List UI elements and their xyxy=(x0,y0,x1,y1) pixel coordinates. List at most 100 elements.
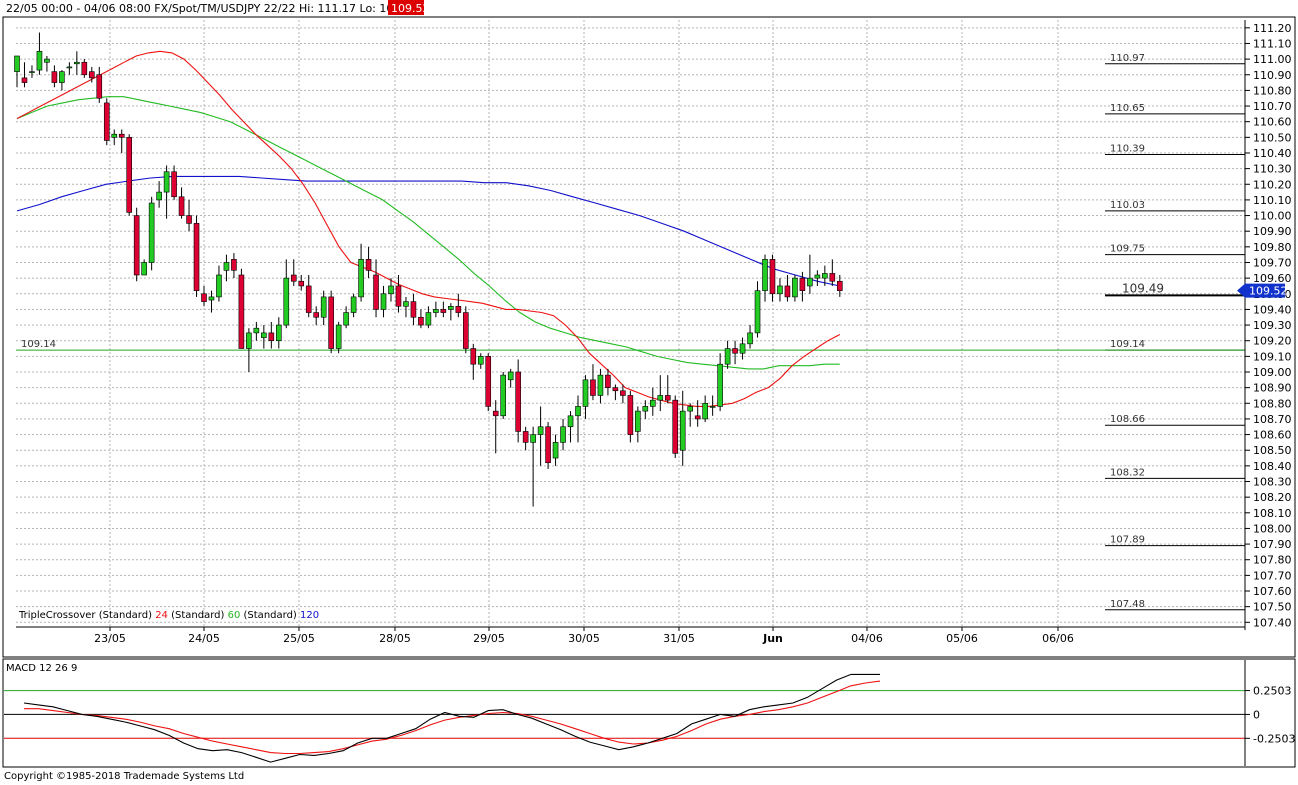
price-tick-label: 107.50 xyxy=(1253,601,1292,614)
candle-bull xyxy=(253,327,260,334)
candle-bear xyxy=(829,273,836,282)
ma-120-line xyxy=(16,175,840,287)
candle-bear xyxy=(103,102,110,141)
candle-bear xyxy=(522,431,529,443)
level-label: 109.14 xyxy=(1110,339,1145,350)
candle-bull xyxy=(425,312,432,326)
price-tick-label: 108.90 xyxy=(1253,382,1292,395)
price-tick-label: 110.10 xyxy=(1253,194,1292,207)
main-panel-frame xyxy=(2,16,1296,658)
price-tick-label: 108.70 xyxy=(1253,413,1292,426)
candle-bear xyxy=(418,316,424,326)
candle-bear xyxy=(664,395,671,401)
candle-bull xyxy=(709,406,716,408)
time-tick-label: 05/06 xyxy=(946,632,978,645)
candle-bull xyxy=(208,296,215,301)
candle-bear xyxy=(627,395,634,435)
candle-bull xyxy=(388,285,394,295)
candle-bull xyxy=(350,296,357,313)
time-tick-label: 25/05 xyxy=(283,632,315,645)
last-price-badge xyxy=(1237,283,1285,298)
macd-tick-label: -0.2503 xyxy=(1253,732,1295,745)
candle-bull xyxy=(283,277,290,326)
candle-bull xyxy=(679,410,686,451)
candle-bull xyxy=(537,426,544,435)
grid-layer xyxy=(16,20,1245,627)
candle-bear xyxy=(395,285,402,307)
time-axis: 23/05 24/05 25/05 28/05 29/05 30/05 31/05 Jun 04… xyxy=(16,626,1245,645)
candle-bear xyxy=(769,259,776,295)
candle-bear xyxy=(620,390,626,396)
level-label: 108.66 xyxy=(1110,414,1145,425)
price-tick-label: 109.80 xyxy=(1253,241,1292,254)
last-price-label: 109.52 xyxy=(1249,285,1288,298)
price-tick-label: 110.80 xyxy=(1253,84,1292,97)
candle-bear xyxy=(133,215,140,276)
time-tick-label: 31/05 xyxy=(663,632,695,645)
price-tick-label: 108.00 xyxy=(1253,522,1292,535)
time-tick-label: 04/06 xyxy=(851,632,883,645)
price-tick-label: 109.10 xyxy=(1253,350,1292,363)
candle-bear xyxy=(545,426,551,464)
candle-bull xyxy=(148,202,155,263)
candle-bull xyxy=(575,406,581,417)
candle-bear xyxy=(96,74,103,99)
price-axis: 107.40 107.50 107.60 107.70 107.80 107.90 108.… xyxy=(1237,20,1292,630)
macd-signal-line xyxy=(24,680,881,755)
time-tick-label: 06/06 xyxy=(1042,632,1074,645)
price-tick-label: 107.90 xyxy=(1253,538,1292,551)
price-tick-label: 107.40 xyxy=(1253,616,1292,629)
candle-bull xyxy=(477,356,484,365)
macd-tick-label: 0.2503 xyxy=(1253,685,1292,698)
ma-60-line xyxy=(16,96,840,370)
candle-bear xyxy=(799,277,806,291)
candle-bull xyxy=(702,402,708,420)
candle-bear xyxy=(694,415,701,420)
candle-bull xyxy=(433,309,439,313)
macd-panel-frame xyxy=(2,658,1296,768)
candle-bull xyxy=(507,371,514,381)
candle-bear xyxy=(784,285,791,298)
candle-bull xyxy=(29,71,35,73)
candle-bull xyxy=(261,332,267,338)
candle-bear xyxy=(410,301,417,318)
price-tick-label: 108.20 xyxy=(1253,491,1292,504)
price-tick-label: 109.90 xyxy=(1253,225,1292,238)
candle-bull xyxy=(246,332,252,349)
price-tick-label: 110.50 xyxy=(1253,131,1292,144)
candle-bull xyxy=(66,66,73,69)
candle-bull xyxy=(717,363,723,407)
legend-period-120: 120 xyxy=(300,610,319,621)
legend-period-24: 24 xyxy=(155,610,168,621)
candle-bull xyxy=(724,348,731,365)
candle-bull xyxy=(642,406,649,412)
candle-bull xyxy=(635,410,641,432)
candle-bull xyxy=(747,332,753,345)
price-tick-label: 110.60 xyxy=(1253,116,1292,129)
chart-title: 22/05 00:00 - 04/06 08:00 FX/Spot/TM/USD… xyxy=(6,2,418,15)
candle-bear xyxy=(126,137,132,213)
candle-bull xyxy=(36,50,43,71)
time-tick-label: 30/05 xyxy=(568,632,600,645)
candle-bear xyxy=(81,61,88,76)
candle-bear xyxy=(186,215,192,224)
candle-bull xyxy=(216,274,222,298)
candle-bear xyxy=(485,356,492,407)
time-tick-label: Jun xyxy=(762,632,783,645)
candle-bull xyxy=(275,324,282,342)
candle-bull xyxy=(111,133,118,138)
price-tick-label: 110.00 xyxy=(1253,210,1292,223)
price-tick-label: 109.40 xyxy=(1253,303,1292,316)
legend-prefix: TripleCrossover (Standard) xyxy=(18,610,152,621)
level-label: 109.75 xyxy=(1110,244,1145,255)
candle-bull xyxy=(448,305,454,310)
price-tick-label: 108.50 xyxy=(1253,444,1292,457)
candle-bear xyxy=(440,309,447,313)
candle-bear xyxy=(89,71,95,79)
candle-bear xyxy=(605,374,611,388)
candle-bull xyxy=(567,415,574,428)
macd-layer: 0.2503 0 -0.2503 xyxy=(4,660,1295,766)
candle-bull xyxy=(156,191,162,201)
candle-bear xyxy=(612,387,619,392)
